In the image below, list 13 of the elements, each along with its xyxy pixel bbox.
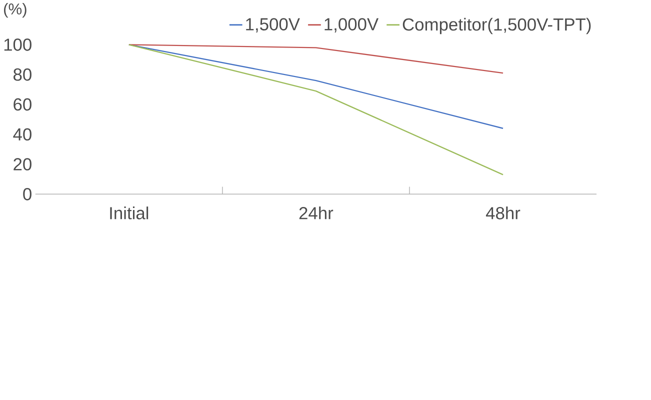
x-tick-label: 24hr <box>299 206 334 219</box>
legend-label: 1,000V <box>324 18 379 32</box>
y-axis-title: (%) <box>4 2 26 18</box>
legend-label: Competitor(1,500V-TPT) <box>402 18 591 34</box>
y-tick-label: 60 <box>14 98 32 110</box>
legend-label: 1,500V <box>246 18 300 32</box>
y-tick-label: 40 <box>13 128 32 140</box>
x-tick-label: Initial <box>110 206 148 220</box>
x-tick-label: 48hr <box>486 206 520 220</box>
y-tick-label: 0 <box>23 188 32 200</box>
y-tick-label: 20 <box>14 158 32 170</box>
y-tick-label: 100 <box>4 38 32 51</box>
y-tick-label: 80 <box>14 68 32 81</box>
